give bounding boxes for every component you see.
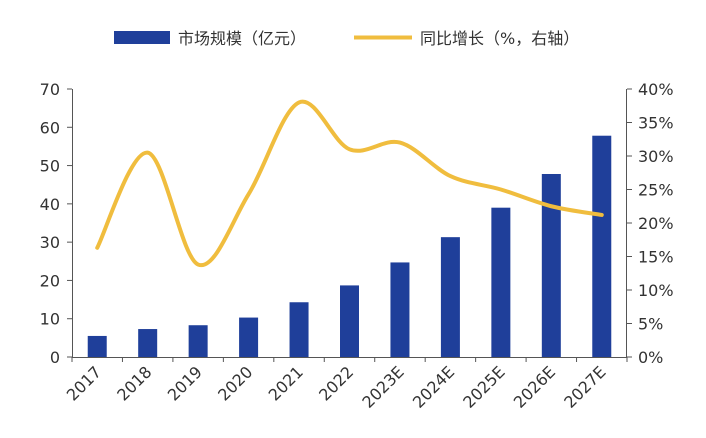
x-tick-label: 2018 — [113, 362, 155, 404]
bar-series — [88, 136, 612, 357]
line-series — [97, 102, 602, 266]
y-tick-label-right: 25% — [638, 181, 674, 200]
y-tick-label-left: 30 — [40, 233, 60, 252]
x-tick-label: 2020 — [214, 362, 256, 404]
bar-2019 — [189, 325, 208, 357]
y-tick-label-right: 10% — [638, 281, 674, 300]
bar-2027E — [592, 136, 611, 357]
y-tick-label-right: 30% — [638, 147, 674, 166]
bar-2021 — [290, 302, 309, 357]
x-tick-label: 2026E — [510, 362, 559, 411]
bar-2017 — [88, 336, 107, 357]
legend-bar-swatch — [114, 31, 170, 44]
y-tick-label-right: 5% — [638, 315, 663, 334]
x-tick-label: 2025E — [459, 362, 508, 411]
y-tick-label-left: 10 — [40, 310, 60, 329]
legend: 市场规模（亿元） 同比增长（%，右轴） — [114, 29, 579, 48]
y-tick-label-right: 15% — [638, 248, 674, 267]
x-tick-label: 2024E — [409, 362, 458, 411]
bar-2026E — [542, 174, 561, 357]
y-tick-label-left: 0 — [50, 348, 60, 367]
x-tick-label: 2021 — [265, 362, 307, 404]
y-tick-label-right: 35% — [638, 114, 674, 133]
y-tick-label-left: 50 — [40, 157, 60, 176]
y-tick-label-right: 20% — [638, 214, 674, 233]
y-tick-label-left: 70 — [40, 80, 60, 99]
y-tick-label-right: 0% — [638, 348, 663, 367]
y-tick-label-left: 20 — [40, 271, 60, 290]
bar-2025E — [491, 208, 510, 357]
x-tick-label: 2017 — [63, 362, 105, 404]
axes: 0 10 20 30 40 50 60 70 0% 5% 10% 15% 20% 25% 30% 35% 40%… — [40, 80, 674, 412]
y-tick-label-left: 60 — [40, 118, 60, 137]
x-tick-label: 2027E — [560, 362, 609, 411]
legend-bar-label: 市场规模（亿元） — [178, 29, 306, 48]
y-tick-label-right: 40% — [638, 80, 674, 99]
growth-line — [97, 102, 602, 266]
x-tick-label: 2019 — [164, 362, 206, 404]
bar-2018 — [138, 329, 157, 357]
bar-2020 — [239, 318, 258, 357]
legend-line-label: 同比增长（%，右轴） — [420, 29, 579, 48]
bar-2023E — [390, 262, 409, 357]
bar-2022 — [340, 285, 359, 357]
x-tick-label: 2023E — [358, 362, 407, 411]
y-tick-label-left: 40 — [40, 195, 60, 214]
x-tick-label: 2022 — [315, 362, 357, 404]
bar-2024E — [441, 237, 460, 357]
